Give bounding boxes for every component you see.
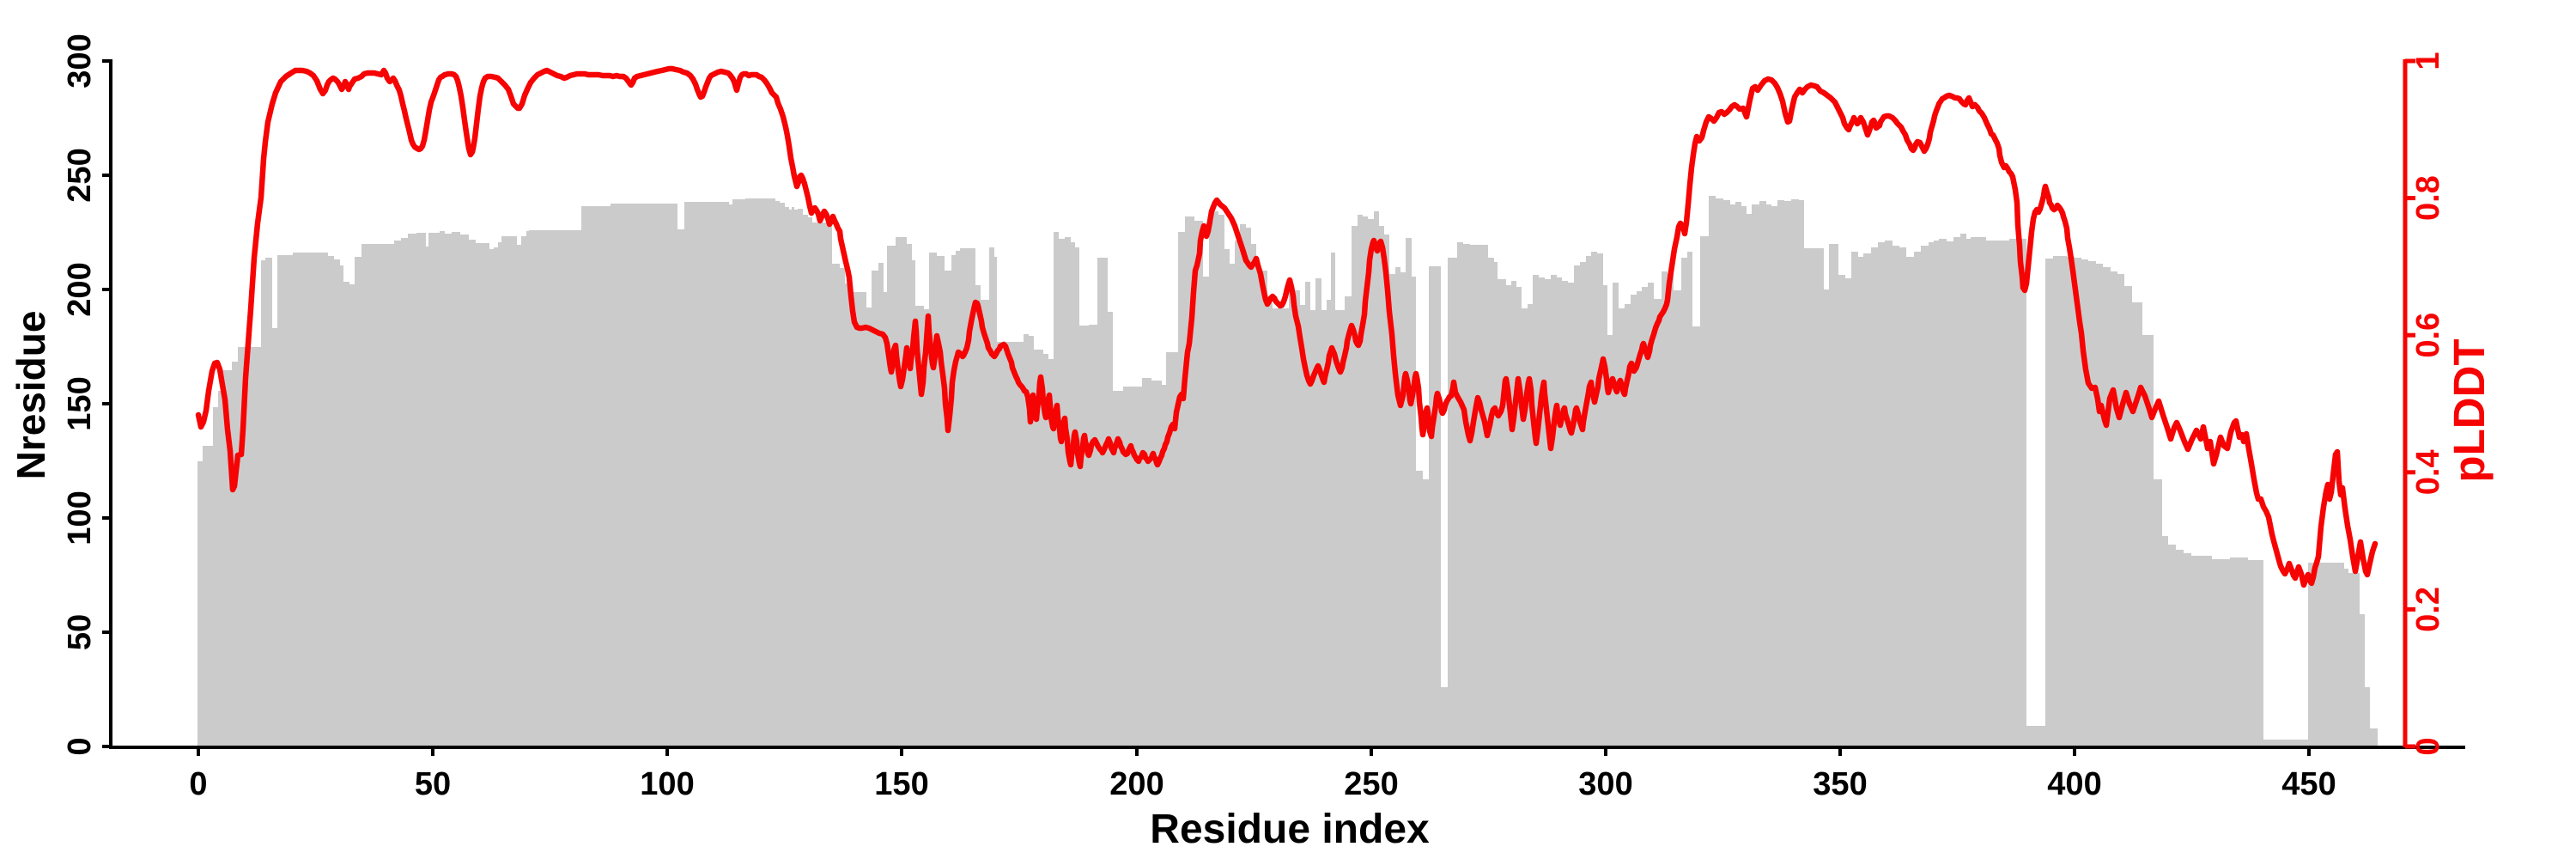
svg-text:0: 0 (189, 766, 207, 802)
svg-text:0.4: 0.4 (2410, 449, 2446, 495)
svg-text:1: 1 (2410, 52, 2446, 70)
svg-text:450: 450 (2281, 766, 2336, 802)
svg-text:400: 400 (2047, 766, 2101, 802)
svg-text:50: 50 (415, 766, 451, 802)
svg-text:250: 250 (1344, 766, 1398, 802)
svg-text:150: 150 (874, 766, 928, 802)
svg-text:Residue index: Residue index (1150, 807, 1430, 852)
svg-text:200: 200 (62, 262, 98, 316)
svg-text:pLDDT: pLDDT (2445, 338, 2494, 482)
svg-text:50: 50 (62, 614, 98, 650)
svg-text:0.6: 0.6 (2410, 313, 2446, 358)
svg-text:350: 350 (1813, 766, 1867, 802)
svg-text:0.8: 0.8 (2410, 175, 2446, 221)
svg-text:250: 250 (62, 148, 98, 202)
svg-text:200: 200 (1109, 766, 1163, 802)
svg-text:100: 100 (62, 490, 98, 545)
svg-text:Nresidue: Nresidue (9, 311, 53, 480)
svg-text:0.2: 0.2 (2410, 587, 2446, 632)
svg-text:150: 150 (62, 376, 98, 430)
svg-text:300: 300 (62, 34, 98, 88)
svg-text:0: 0 (2410, 737, 2446, 755)
svg-text:100: 100 (640, 766, 694, 802)
svg-text:300: 300 (1578, 766, 1632, 802)
svg-text:0: 0 (62, 737, 98, 755)
